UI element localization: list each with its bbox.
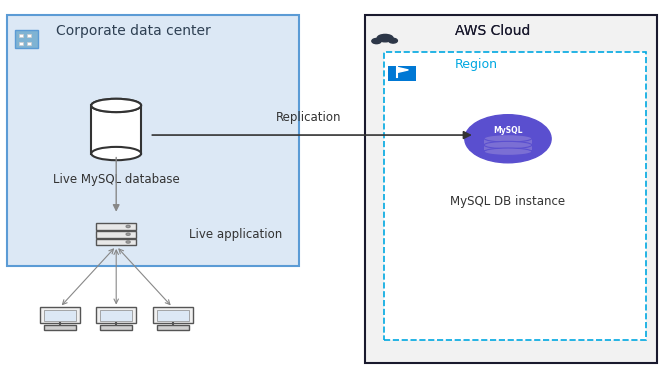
FancyBboxPatch shape bbox=[27, 42, 31, 45]
FancyBboxPatch shape bbox=[484, 138, 532, 144]
FancyBboxPatch shape bbox=[44, 310, 76, 321]
FancyBboxPatch shape bbox=[96, 223, 136, 230]
FancyBboxPatch shape bbox=[157, 310, 189, 321]
FancyBboxPatch shape bbox=[96, 231, 136, 238]
Ellipse shape bbox=[91, 99, 141, 112]
FancyBboxPatch shape bbox=[27, 34, 31, 37]
Ellipse shape bbox=[484, 135, 532, 142]
Ellipse shape bbox=[91, 99, 141, 112]
FancyBboxPatch shape bbox=[388, 66, 416, 81]
Circle shape bbox=[126, 241, 130, 243]
Ellipse shape bbox=[484, 148, 532, 155]
FancyBboxPatch shape bbox=[15, 30, 38, 48]
Text: MySQL DB instance: MySQL DB instance bbox=[450, 195, 566, 208]
FancyBboxPatch shape bbox=[96, 307, 136, 323]
Circle shape bbox=[465, 115, 551, 163]
Text: Replication: Replication bbox=[276, 111, 341, 124]
Ellipse shape bbox=[484, 141, 532, 149]
Text: AWS Cloud: AWS Cloud bbox=[455, 24, 531, 38]
FancyBboxPatch shape bbox=[100, 310, 132, 321]
Polygon shape bbox=[397, 67, 408, 73]
FancyBboxPatch shape bbox=[153, 307, 193, 323]
Ellipse shape bbox=[372, 38, 381, 44]
FancyBboxPatch shape bbox=[384, 52, 646, 340]
FancyBboxPatch shape bbox=[96, 239, 136, 245]
FancyBboxPatch shape bbox=[19, 34, 23, 37]
Text: MySQL: MySQL bbox=[493, 126, 523, 135]
FancyBboxPatch shape bbox=[100, 325, 132, 330]
Ellipse shape bbox=[388, 38, 397, 43]
Ellipse shape bbox=[91, 147, 141, 160]
Text: AWS Cloud: AWS Cloud bbox=[455, 24, 531, 38]
FancyBboxPatch shape bbox=[365, 15, 657, 363]
Circle shape bbox=[126, 233, 130, 235]
Text: Live MySQL database: Live MySQL database bbox=[53, 173, 179, 186]
Text: Live application: Live application bbox=[189, 228, 282, 242]
FancyBboxPatch shape bbox=[91, 105, 141, 154]
FancyBboxPatch shape bbox=[19, 42, 23, 45]
FancyBboxPatch shape bbox=[484, 144, 532, 150]
FancyBboxPatch shape bbox=[40, 307, 80, 323]
FancyBboxPatch shape bbox=[44, 325, 76, 330]
Ellipse shape bbox=[377, 34, 393, 42]
Text: Corporate data center: Corporate data center bbox=[56, 24, 211, 38]
FancyBboxPatch shape bbox=[157, 325, 189, 330]
Text: Region: Region bbox=[455, 58, 498, 71]
Circle shape bbox=[126, 225, 130, 228]
FancyBboxPatch shape bbox=[7, 15, 299, 266]
